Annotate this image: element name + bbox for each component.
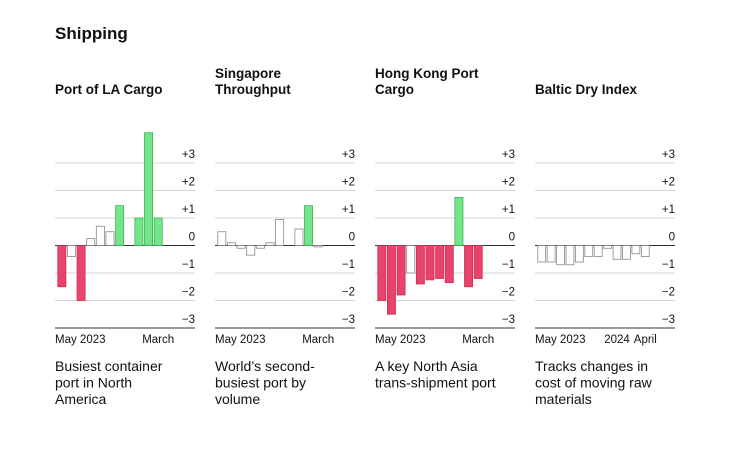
panel-title: Cargo [375, 82, 414, 97]
bar [454, 196, 464, 246]
panel-title: Hong Kong Port [375, 66, 479, 81]
y-tick-label: 0 [189, 232, 195, 244]
y-tick-label: +1 [182, 204, 195, 216]
bar [537, 245, 547, 263]
bar [603, 245, 612, 249]
bar [425, 245, 435, 281]
bar [294, 228, 304, 246]
y-tick-label: −2 [342, 287, 355, 299]
bar [575, 245, 584, 263]
y-tick-label: −1 [662, 259, 675, 271]
panel-description: trans-shipment port [375, 375, 496, 391]
bar [95, 225, 105, 246]
y-tick-label: +3 [502, 149, 515, 161]
bar [464, 245, 473, 288]
panel-description: World’s second- [215, 358, 315, 374]
y-tick-label: +2 [662, 177, 675, 189]
panel-title: Throughput [215, 82, 291, 97]
panel-title: Singapore [215, 66, 282, 81]
bar [377, 245, 387, 301]
y-tick-label: +1 [502, 204, 515, 216]
bar [265, 242, 275, 246]
x-tick-label: May 2023 [375, 334, 426, 346]
bar [246, 245, 256, 256]
panel-description: volume [215, 391, 260, 407]
y-tick-label: +1 [662, 204, 675, 216]
panel-description: America [55, 391, 107, 407]
bar [565, 245, 575, 266]
bar [396, 245, 406, 296]
bar [640, 245, 650, 257]
x-tick-label: May 2023 [55, 334, 106, 346]
y-tick-label: 0 [349, 232, 355, 244]
y-tick-label: +3 [182, 149, 195, 161]
bar [313, 245, 323, 248]
y-tick-label: −2 [662, 287, 675, 299]
bar [406, 245, 416, 274]
bar [444, 245, 454, 284]
y-tick-label: −3 [662, 314, 675, 326]
bar [217, 231, 227, 246]
bar [612, 245, 622, 260]
bar [115, 205, 125, 246]
bar [227, 242, 236, 246]
panel-description: Busiest container [55, 358, 163, 374]
x-tick-label: May 2023 [535, 334, 586, 346]
y-tick-label: −1 [182, 259, 195, 271]
bar [415, 245, 425, 285]
bar [546, 245, 556, 263]
bar [473, 245, 483, 279]
y-tick-label: −3 [342, 314, 355, 326]
bar [622, 245, 631, 260]
bar [144, 132, 153, 246]
bar [584, 245, 594, 257]
panel-title: Port of LA Cargo [55, 82, 163, 97]
bar [86, 238, 96, 246]
bar [304, 205, 313, 246]
y-tick-label: −3 [182, 314, 195, 326]
x-tick-label: March [462, 334, 494, 346]
x-tick-label: 2024 [604, 334, 630, 346]
bar [236, 245, 246, 249]
bar [556, 245, 565, 266]
panel-description: Tracks changes in [535, 358, 648, 374]
y-tick-label: 0 [509, 232, 515, 244]
y-tick-label: −1 [342, 259, 355, 271]
bar [105, 231, 115, 246]
bar [153, 217, 163, 246]
bar [134, 217, 144, 246]
y-tick-label: +2 [182, 177, 195, 189]
panel-description: cost of moving raw [535, 375, 653, 391]
bar [255, 245, 265, 249]
x-tick-label: March [142, 334, 174, 346]
bar [76, 245, 86, 301]
y-tick-label: 0 [669, 232, 675, 244]
y-tick-label: +3 [342, 149, 355, 161]
bar [435, 245, 445, 279]
bar [67, 245, 76, 257]
bar [631, 245, 641, 255]
page-title: Shipping [55, 24, 128, 43]
bar [387, 245, 396, 315]
panel-description: busiest port by [215, 375, 306, 391]
bar [275, 218, 285, 246]
x-tick-label: May 2023 [215, 334, 266, 346]
panel-description: A key North Asia [375, 358, 478, 374]
y-tick-label: +3 [662, 149, 675, 161]
y-tick-label: +2 [502, 177, 515, 189]
y-tick-label: −2 [182, 287, 195, 299]
panel-description: port in North [55, 375, 132, 391]
panel-description: materials [535, 391, 592, 407]
y-tick-label: +1 [342, 204, 355, 216]
x-tick-label: March [302, 334, 334, 346]
bar [57, 245, 67, 288]
x-tick-label: April [634, 334, 657, 346]
y-tick-label: +2 [342, 177, 355, 189]
y-tick-label: −3 [502, 314, 515, 326]
panel-title: Baltic Dry Index [535, 82, 638, 97]
y-tick-label: −2 [502, 287, 515, 299]
y-tick-label: −1 [502, 259, 515, 271]
bar [593, 245, 603, 257]
